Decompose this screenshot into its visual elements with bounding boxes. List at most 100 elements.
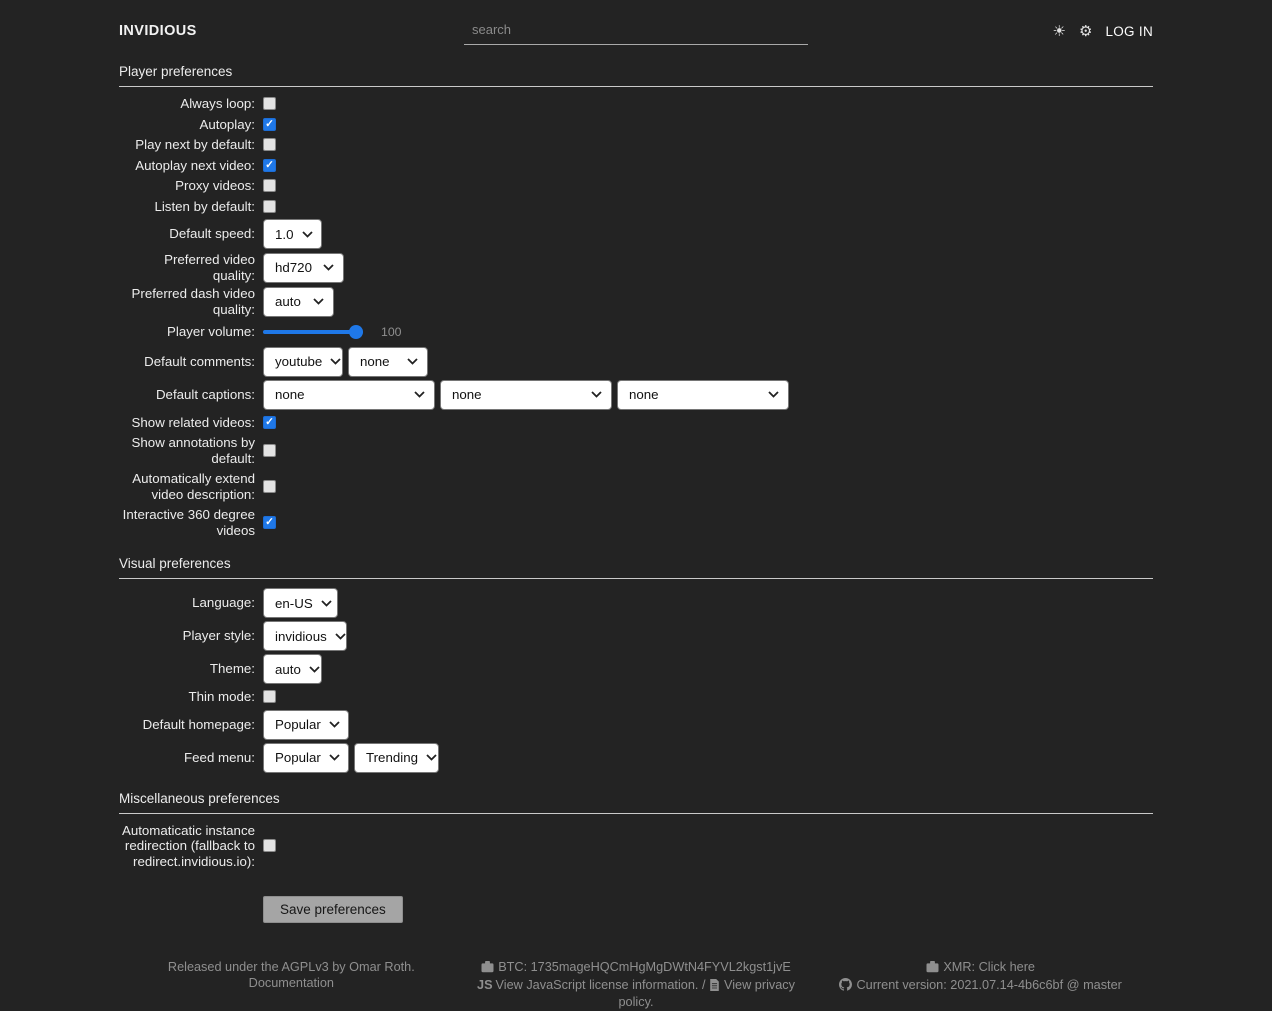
show-annotations-by-default-checkbox[interactable] (263, 444, 276, 457)
feed-menu-selected-value: Popular (275, 750, 321, 765)
pref-control-feed-menu: Popular Trending (263, 742, 439, 773)
player-style-select[interactable]: invidious (263, 621, 347, 651)
navbar-right: ☀ ⚙ LOG IN (808, 24, 1153, 39)
pref-label-default-speed: Default speed: (169, 226, 255, 242)
xmr-link[interactable]: XMR: Click here (943, 960, 1035, 974)
pref-label-default-homepage: Default homepage: (142, 716, 255, 732)
proxy-videos-checkbox[interactable] (263, 179, 276, 193)
preferred-dash-video-quality-select[interactable]: auto (263, 286, 334, 317)
language-selected-value: en-US (275, 595, 313, 611)
chevron-down-icon (330, 358, 341, 365)
default-captions-select-3[interactable]: none (617, 379, 789, 410)
btc-address-text[interactable]: BTC: 1735mageHQCmHgMgDWtN4FYVL2kgst1jvE (498, 960, 791, 974)
listen-by-default-checkbox[interactable] (263, 199, 276, 213)
player-volume-slider[interactable] (263, 324, 363, 339)
pref-control-preferred-video-quality: hd720 (263, 252, 344, 283)
pref-label-language: Language: (192, 595, 255, 611)
pref-control-show-annotations-by-default (263, 444, 276, 457)
pref-label-proxy-videos: Proxy videos: (175, 178, 255, 193)
pref-label-thin-mode: Thin mode: (188, 689, 255, 704)
pref-label-theme: Theme: (209, 661, 255, 677)
documentation-link[interactable]: Documentation (248, 975, 334, 990)
default-comments-select-2[interactable]: none (348, 346, 428, 377)
sun-icon[interactable]: ☀ (1052, 22, 1066, 40)
search-input[interactable] (464, 17, 808, 45)
pref-control-autoplay-next-video: ✓ (263, 158, 276, 172)
default-captions-select-1[interactable]: none (263, 379, 435, 410)
automatic-instance-redirection-checkbox[interactable] (263, 839, 276, 853)
pref-row-preferred-video-quality: Preferred video quality: hd720 (119, 252, 1153, 283)
language-select[interactable]: en-US (263, 588, 338, 618)
pref-control-autoplay: ✓ (263, 117, 276, 131)
pref-control-automatic-instance-redirection (263, 839, 276, 853)
chevron-down-icon (426, 754, 437, 761)
pref-control-default-speed: 1.0 (263, 219, 322, 249)
privacy-policy-link[interactable]: View privacy policy. (618, 977, 795, 1010)
page-container: INVIDIOUS ☀ ⚙ LOG IN Player preferences A… (119, 0, 1153, 1011)
chevron-down-icon (313, 298, 324, 305)
pref-row-theme: Theme: auto (119, 654, 1153, 684)
feed-menu-select-2[interactable]: Trending (354, 742, 439, 773)
pref-label-player-style: Player style: (182, 628, 255, 644)
pref-row-play-next-by-default: Play next by default: (119, 137, 1153, 153)
chevron-down-icon (321, 599, 332, 607)
save-preferences-button[interactable]: Save preferences (263, 896, 403, 923)
navbar-center (464, 17, 808, 45)
feed-menu-select-1[interactable]: Popular (263, 742, 349, 773)
default-comments-select-1[interactable]: youtube (263, 346, 343, 377)
pref-row-player-volume: Player volume: 100 (119, 324, 1153, 340)
pref-row-language: Language: en-US (119, 588, 1153, 618)
default-captions-selected-value: none (629, 387, 659, 402)
autoplay-checkbox[interactable]: ✓ (263, 117, 276, 131)
default-captions-selected-value: none (452, 387, 482, 402)
brand-logo[interactable]: INVIDIOUS (119, 23, 197, 39)
chevron-down-icon (768, 391, 779, 398)
pref-control-listen-by-default (263, 199, 276, 213)
interactive-360-degree-videos-checkbox[interactable]: ✓ (263, 516, 276, 529)
automatically-extend-video-description-checkbox[interactable] (263, 480, 276, 493)
pref-row-default-captions: Default captions: none none none (119, 379, 1153, 410)
pref-row-show-related-videos: Show related videos: ✓ (119, 415, 1153, 431)
pref-row-show-annotations-by-default: Show annotations by default: (119, 435, 1153, 466)
feed-menu-selected-value: Trending (366, 750, 418, 765)
js-license-link[interactable]: View JavaScript license information. (495, 977, 699, 992)
pref-row-feed-menu: Feed menu: Popular Trending (119, 742, 1153, 773)
pref-row-default-comments: Default comments: youtube none (119, 346, 1153, 377)
play-next-by-default-checkbox[interactable] (263, 138, 276, 152)
default-captions-select-2[interactable]: none (440, 379, 612, 410)
pref-label-interactive-360-degree-videos: Interactive 360 degree videos (122, 507, 255, 538)
footer-released-text: Released under the AGPLv3 by Omar Roth. (167, 960, 415, 974)
thin-mode-checkbox[interactable] (263, 690, 276, 704)
chevron-down-icon (335, 632, 346, 640)
default-homepage-select[interactable]: Popular (263, 709, 349, 740)
footer-version-column: XMR: Click here Current version: 2021.07… (808, 960, 1153, 1011)
chevron-down-icon (323, 264, 334, 271)
pref-row-preferred-dash-video-quality: Preferred dash video quality: auto (119, 286, 1153, 317)
chevron-down-icon (329, 754, 340, 761)
always-loop-checkbox[interactable] (263, 97, 276, 111)
pref-label-always-loop: Always loop: (180, 96, 255, 111)
pref-label-listen-by-default: Listen by default: (154, 198, 255, 214)
pref-row-thin-mode: Thin mode: (119, 689, 1153, 705)
pref-row-default-homepage: Default homepage: Popular (119, 709, 1153, 740)
login-link[interactable]: LOG IN (1105, 23, 1153, 39)
autoplay-next-video-checkbox[interactable]: ✓ (263, 158, 276, 172)
theme-select[interactable]: auto (263, 654, 322, 684)
footer-donate-js-column: BTC: 1735mageHQCmHgMgDWtN4FYVL2kgst1jvE … (464, 960, 809, 1011)
current-version-link[interactable]: Current version: 2021.07.14-4b6c6bf @ ma… (856, 977, 1122, 992)
player-volume-slider-thumb[interactable] (349, 324, 363, 339)
default-speed-select[interactable]: 1.0 (263, 219, 322, 249)
pref-control-player-style: invidious (263, 621, 347, 651)
pref-control-proxy-videos (263, 179, 276, 193)
pref-control-interactive-360-degree-videos: ✓ (263, 516, 276, 529)
pref-label-autoplay: Autoplay: (199, 116, 255, 132)
show-related-videos-checkbox[interactable]: ✓ (263, 415, 276, 429)
pref-label-play-next-by-default: Play next by default: (135, 137, 255, 152)
pref-control-always-loop (263, 97, 276, 111)
pref-control-default-homepage: Popular (263, 709, 349, 740)
chevron-down-icon (414, 391, 425, 398)
default-speed-selected-value: 1.0 (275, 226, 294, 242)
preferred-video-quality-select[interactable]: hd720 (263, 252, 344, 283)
xmr-wallet-icon (926, 961, 939, 978)
gear-icon[interactable]: ⚙ (1078, 22, 1093, 40)
